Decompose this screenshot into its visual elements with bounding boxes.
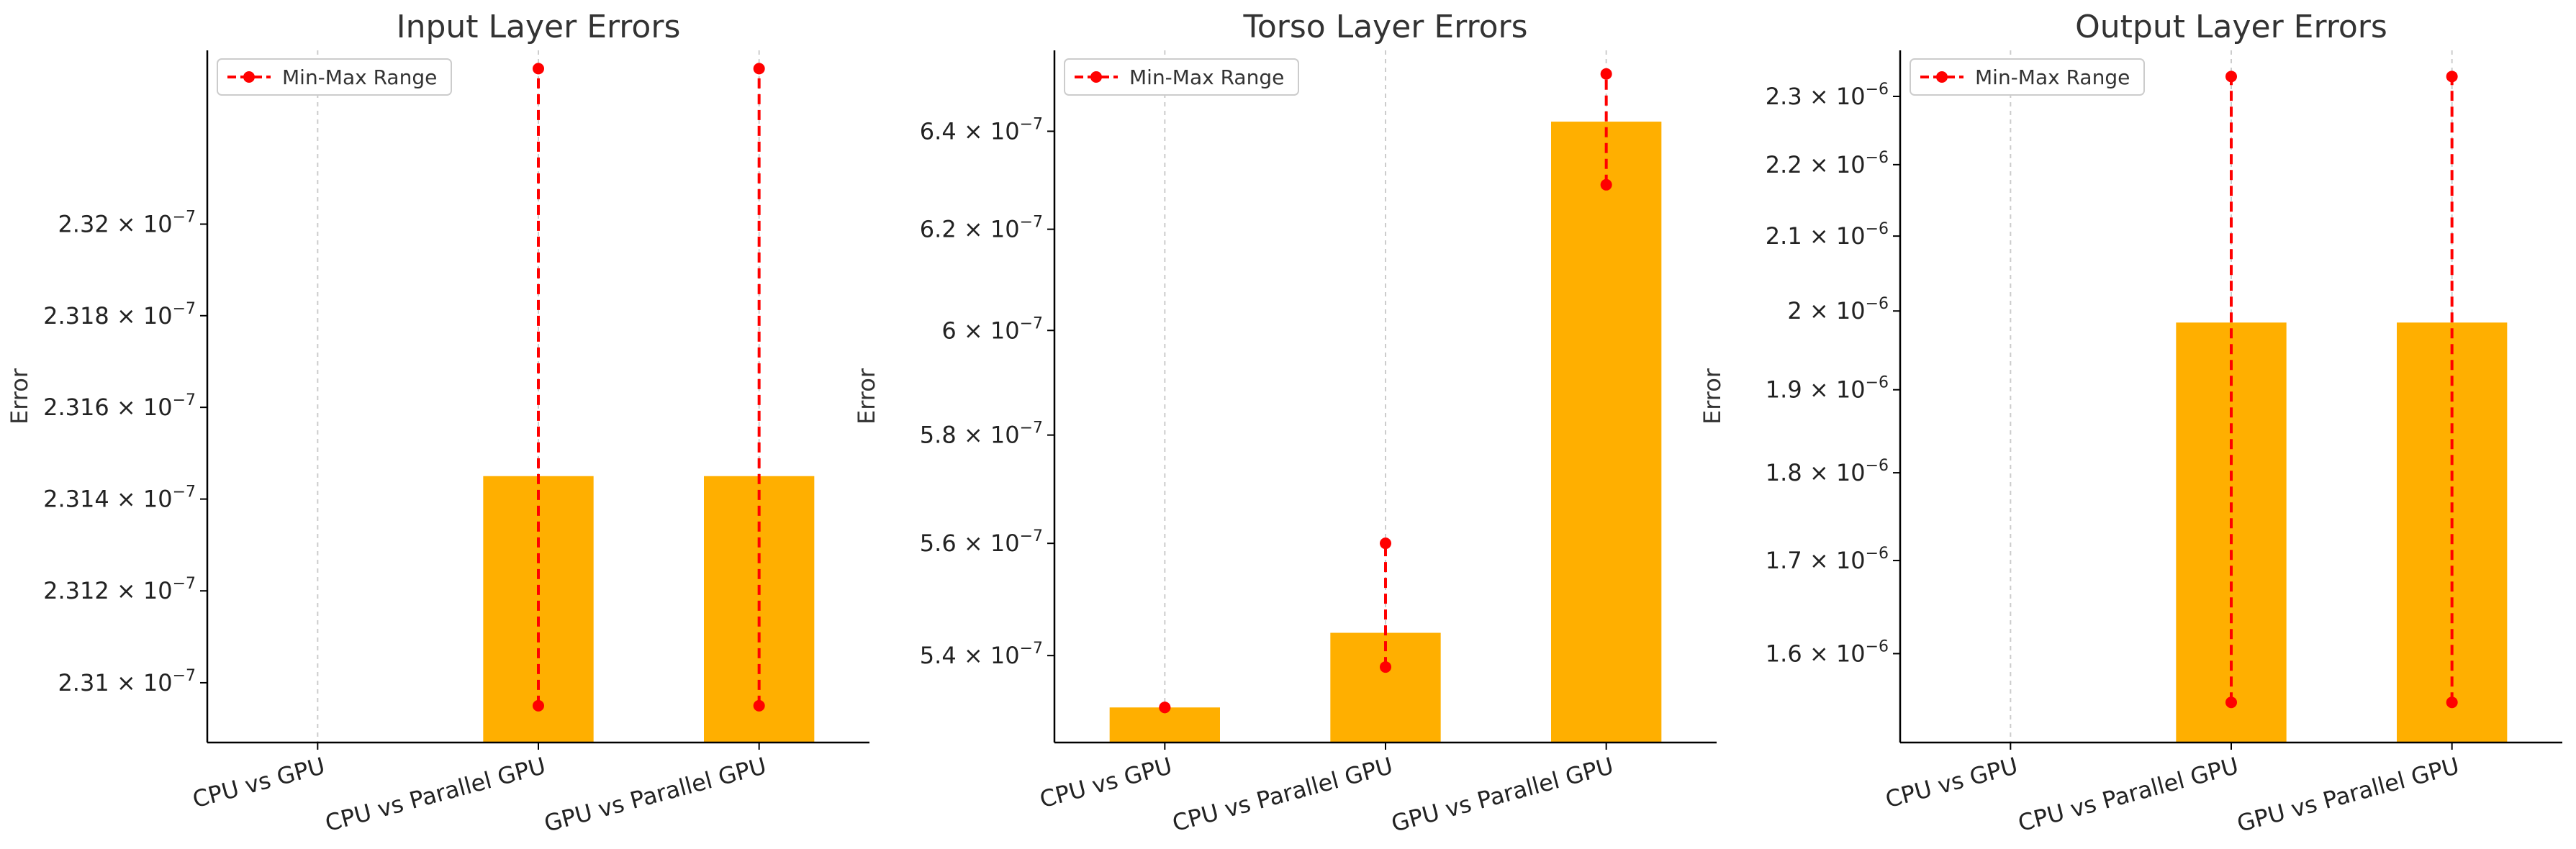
torso-legend-label: Min-Max Range (1129, 65, 1284, 89)
input-ytick-label: 2.314 × 10−7 (43, 483, 196, 513)
output-xtick-label: CPU vs GPU (1882, 752, 2020, 814)
torso-range-min-marker (1380, 661, 1391, 673)
torso-xtick-label: CPU vs GPU (1036, 752, 1175, 814)
input-panel: 2.31 × 10−7 2.312 × 10−7 2.314 × 10−7 2.316… (6, 9, 869, 837)
output-xtick-label: CPU vs Parallel GPU (2015, 752, 2241, 837)
torso-range-max-marker (1380, 537, 1391, 550)
torso-legend-marker (1090, 71, 1102, 83)
torso-range-min-marker (1600, 178, 1612, 191)
output-chart-title: Output Layer Errors (2075, 9, 2387, 45)
torso-ytick-label: 5.4 × 10−7 (920, 640, 1043, 669)
input-ytick-label: 2.312 × 10−7 (43, 575, 196, 604)
torso-panel: 5.4 × 10−7 5.6 × 10−7 5.8 × 10−7 6 × 10−7 6.… (853, 9, 1717, 837)
output-legend-marker (1936, 71, 1948, 83)
input-ytick-label: 2.318 × 10−7 (43, 300, 196, 330)
output-ytick-label: 1.7 × 10−6 (1766, 545, 1889, 574)
input-xtick-label: CPU vs GPU (189, 752, 327, 814)
output-ytick-label: 2.1 × 10−6 (1766, 220, 1889, 250)
torso-ytick-label: 5.6 × 10−7 (920, 527, 1043, 557)
input-ytick-label: 2.316 × 10−7 (43, 391, 196, 421)
torso-bar (1109, 707, 1220, 743)
input-ytick-label: 2.32 × 10−7 (58, 209, 196, 238)
output-range-min-marker (2446, 696, 2458, 709)
input-legend-box (217, 58, 452, 96)
output-range-min-marker (2225, 696, 2237, 709)
input-chart-title: Input Layer Errors (397, 9, 681, 45)
torso-ytick-label: 6.4 × 10−7 (920, 115, 1043, 145)
output-y-axis-label: Error (1699, 368, 1726, 424)
output-range-max-marker (2225, 71, 2237, 83)
input-legend-label: Min-Max Range (282, 65, 437, 89)
input-y-axis-label: Error (6, 368, 33, 424)
output-ytick-label: 2 × 10−6 (1787, 295, 1889, 324)
output-ytick-label: 2.2 × 10−6 (1766, 149, 1889, 178)
torso-xtick-label: GPU vs Parallel GPU (1388, 752, 1617, 837)
output-ytick-label: 2.3 × 10−6 (1766, 81, 1889, 110)
output-ytick-label: 1.6 × 10−6 (1766, 637, 1889, 667)
output-ytick-label: 1.8 × 10−6 (1766, 457, 1889, 486)
input-range-min-marker (533, 699, 544, 712)
output-range-max-marker (2446, 71, 2458, 83)
input-xtick-label: GPU vs Parallel GPU (541, 752, 769, 837)
output-ytick-label: 1.9 × 10−6 (1766, 374, 1889, 404)
output-legend-label: Min-Max Range (1975, 65, 2130, 89)
torso-range-max-marker (1600, 68, 1612, 80)
torso-range-max-marker (1159, 702, 1171, 714)
output-legend-box (1910, 58, 2145, 96)
input-ytick-label: 2.31 × 10−7 (58, 667, 196, 696)
torso-xtick-label: CPU vs Parallel GPU (1170, 752, 1396, 837)
torso-ytick-label: 5.8 × 10−7 (920, 419, 1043, 449)
input-xtick-label: CPU vs Parallel GPU (322, 752, 548, 837)
input-range-max-marker (753, 63, 765, 75)
input-range-max-marker (533, 63, 544, 75)
torso-bar (1551, 122, 1662, 743)
torso-ytick-label: 6.2 × 10−7 (920, 214, 1043, 243)
torso-ytick-label: 6 × 10−7 (941, 314, 1043, 344)
input-range-min-marker (753, 699, 765, 712)
torso-chart-title: Torso Layer Errors (1242, 9, 1527, 45)
output-panel: 1.6 × 10−6 1.7 × 10−6 1.8 × 10−6 1.9 × 10−6… (1699, 9, 2562, 837)
input-legend-marker (243, 71, 255, 83)
torso-legend-box (1064, 58, 1299, 96)
torso-y-axis-label: Error (853, 368, 880, 424)
output-xtick-label: GPU vs Parallel GPU (2234, 752, 2462, 837)
